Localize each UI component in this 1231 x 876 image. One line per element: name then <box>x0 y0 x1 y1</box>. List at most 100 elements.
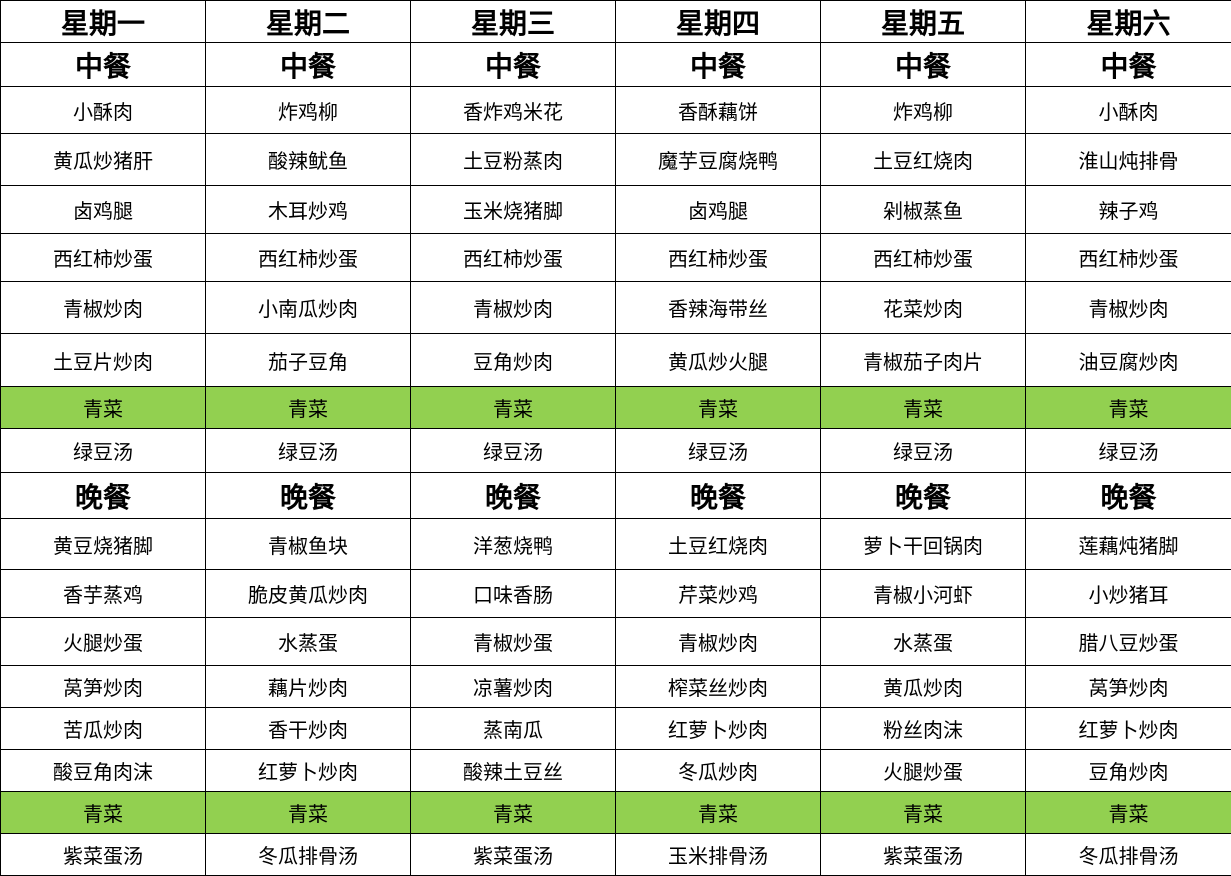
dish-cell: 黄瓜炒火腿 <box>616 334 821 387</box>
lunch-dish-row: 西红柿炒蛋西红柿炒蛋西红柿炒蛋西红柿炒蛋西红柿炒蛋西红柿炒蛋 <box>1 234 1231 282</box>
dish-cell: 油豆腐炒肉 <box>1026 334 1231 387</box>
soup-cell: 玉米排骨汤 <box>616 834 821 876</box>
dish-cell: 水蒸蛋 <box>821 618 1026 666</box>
dish-cell: 花菜炒肉 <box>821 282 1026 334</box>
dish-cell: 莲藕炖猪脚 <box>1026 519 1231 570</box>
dish-cell: 西红柿炒蛋 <box>616 234 821 282</box>
vegetable-cell: 青菜 <box>821 387 1026 429</box>
dish-cell: 剁椒蒸鱼 <box>821 186 1026 234</box>
lunch-dish-row: 小酥肉炸鸡柳香炸鸡米花香酥藕饼炸鸡柳小酥肉 <box>1 87 1231 134</box>
dish-cell: 火腿炒蛋 <box>1 618 206 666</box>
day-header: 星期一 <box>1 1 206 43</box>
day-header-row: 星期一星期二星期三星期四星期五星期六 <box>1 1 1231 43</box>
dish-cell: 卤鸡腿 <box>1 186 206 234</box>
dish-cell: 小酥肉 <box>1 87 206 134</box>
dish-cell: 小酥肉 <box>1026 87 1231 134</box>
dish-cell: 西红柿炒蛋 <box>1 234 206 282</box>
dish-cell: 苦瓜炒肉 <box>1 708 206 750</box>
dish-cell: 酸辣鱿鱼 <box>206 134 411 186</box>
dish-cell: 蒸南瓜 <box>411 708 616 750</box>
soup-cell: 绿豆汤 <box>1 429 206 473</box>
soup-cell: 紫菜蛋汤 <box>821 834 1026 876</box>
dish-cell: 豆角炒肉 <box>1026 750 1231 792</box>
dish-cell: 黄瓜炒猪肝 <box>1 134 206 186</box>
dish-cell: 茄子豆角 <box>206 334 411 387</box>
vegetable-cell: 青菜 <box>206 387 411 429</box>
vegetable-cell: 青菜 <box>1 387 206 429</box>
dish-cell: 西红柿炒蛋 <box>206 234 411 282</box>
dish-cell: 木耳炒鸡 <box>206 186 411 234</box>
dish-cell: 酸辣土豆丝 <box>411 750 616 792</box>
dish-cell: 芹菜炒鸡 <box>616 570 821 618</box>
lunch-dish-row: 土豆片炒肉茄子豆角豆角炒肉黄瓜炒火腿青椒茄子肉片油豆腐炒肉 <box>1 334 1231 387</box>
dish-cell: 冬瓜炒肉 <box>616 750 821 792</box>
dish-cell: 青椒炒肉 <box>616 618 821 666</box>
dish-cell: 淮山炖排骨 <box>1026 134 1231 186</box>
dish-cell: 火腿炒蛋 <box>821 750 1026 792</box>
dish-cell: 红萝卜炒肉 <box>206 750 411 792</box>
dinner-dish-row: 莴笋炒肉藕片炒肉凉薯炒肉榨菜丝炒肉黄瓜炒肉莴笋炒肉 <box>1 666 1231 708</box>
vegetable-cell: 青菜 <box>1026 387 1231 429</box>
dish-cell: 小南瓜炒肉 <box>206 282 411 334</box>
dinner-dish-row: 火腿炒蛋水蒸蛋青椒炒蛋青椒炒肉水蒸蛋腊八豆炒蛋 <box>1 618 1231 666</box>
soup-cell: 紫菜蛋汤 <box>411 834 616 876</box>
soup-cell: 冬瓜排骨汤 <box>1026 834 1231 876</box>
lunch-dish-row: 黄瓜炒猪肝酸辣鱿鱼土豆粉蒸肉魔芋豆腐烧鸭土豆红烧肉淮山炖排骨 <box>1 134 1231 186</box>
vegetable-cell: 青菜 <box>206 792 411 834</box>
dish-cell: 口味香肠 <box>411 570 616 618</box>
dinner-dish-row: 酸豆角肉沫红萝卜炒肉酸辣土豆丝冬瓜炒肉火腿炒蛋豆角炒肉 <box>1 750 1231 792</box>
dish-cell: 黄瓜炒肉 <box>821 666 1026 708</box>
dish-cell: 水蒸蛋 <box>206 618 411 666</box>
dish-cell: 香酥藕饼 <box>616 87 821 134</box>
dish-cell: 青椒茄子肉片 <box>821 334 1026 387</box>
day-header: 星期四 <box>616 1 821 43</box>
dish-cell: 洋葱烧鸭 <box>411 519 616 570</box>
dish-cell: 香炸鸡米花 <box>411 87 616 134</box>
vegetable-cell: 青菜 <box>616 387 821 429</box>
soup-cell: 绿豆汤 <box>1026 429 1231 473</box>
dish-cell: 西红柿炒蛋 <box>411 234 616 282</box>
dish-cell: 香辣海带丝 <box>616 282 821 334</box>
dish-cell: 魔芋豆腐烧鸭 <box>616 134 821 186</box>
dish-cell: 凉薯炒肉 <box>411 666 616 708</box>
dinner-dish-row: 香芋蒸鸡脆皮黄瓜炒肉口味香肠芹菜炒鸡青椒小河虾小炒猪耳 <box>1 570 1231 618</box>
dish-cell: 黄豆烧猪脚 <box>1 519 206 570</box>
dish-cell: 榨菜丝炒肉 <box>616 666 821 708</box>
dish-cell: 腊八豆炒蛋 <box>1026 618 1231 666</box>
day-header: 星期五 <box>821 1 1026 43</box>
lunch-label: 中餐 <box>616 43 821 87</box>
dish-cell: 炸鸡柳 <box>206 87 411 134</box>
dish-cell: 辣子鸡 <box>1026 186 1231 234</box>
lunch-label: 中餐 <box>411 43 616 87</box>
dish-cell: 豆角炒肉 <box>411 334 616 387</box>
lunch-label-row: 中餐中餐中餐中餐中餐中餐 <box>1 43 1231 87</box>
lunch-vegetable-row: 青菜青菜青菜青菜青菜青菜 <box>1 387 1231 429</box>
dish-cell: 西红柿炒蛋 <box>821 234 1026 282</box>
soup-cell: 绿豆汤 <box>616 429 821 473</box>
dish-cell: 莴笋炒肉 <box>1 666 206 708</box>
dish-cell: 脆皮黄瓜炒肉 <box>206 570 411 618</box>
lunch-dish-row: 卤鸡腿木耳炒鸡玉米烧猪脚卤鸡腿剁椒蒸鱼辣子鸡 <box>1 186 1231 234</box>
dish-cell: 青椒炒肉 <box>411 282 616 334</box>
dish-cell: 土豆红烧肉 <box>821 134 1026 186</box>
dish-cell: 香芋蒸鸡 <box>1 570 206 618</box>
day-header: 星期六 <box>1026 1 1231 43</box>
lunch-dish-row: 青椒炒肉小南瓜炒肉青椒炒肉香辣海带丝花菜炒肉青椒炒肉 <box>1 282 1231 334</box>
dinner-label: 晚餐 <box>206 473 411 519</box>
vegetable-cell: 青菜 <box>1026 792 1231 834</box>
lunch-label: 中餐 <box>1026 43 1231 87</box>
dinner-vegetable-row: 青菜青菜青菜青菜青菜青菜 <box>1 792 1231 834</box>
dish-cell: 红萝卜炒肉 <box>616 708 821 750</box>
dinner-label: 晚餐 <box>1026 473 1231 519</box>
dish-cell: 土豆片炒肉 <box>1 334 206 387</box>
soup-cell: 绿豆汤 <box>206 429 411 473</box>
soup-cell: 绿豆汤 <box>411 429 616 473</box>
dinner-label: 晚餐 <box>616 473 821 519</box>
dish-cell: 藕片炒肉 <box>206 666 411 708</box>
lunch-label: 中餐 <box>206 43 411 87</box>
dish-cell: 香干炒肉 <box>206 708 411 750</box>
dinner-label: 晚餐 <box>821 473 1026 519</box>
lunch-soup-row: 绿豆汤绿豆汤绿豆汤绿豆汤绿豆汤绿豆汤 <box>1 429 1231 473</box>
dish-cell: 青椒鱼块 <box>206 519 411 570</box>
